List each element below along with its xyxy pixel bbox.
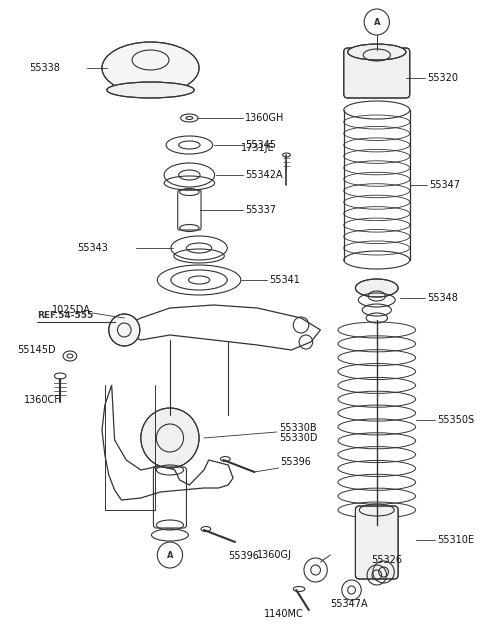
Ellipse shape	[355, 279, 398, 297]
Ellipse shape	[107, 82, 194, 98]
Text: 1360CF: 1360CF	[24, 395, 61, 405]
Text: 55330B: 55330B	[279, 423, 316, 433]
FancyBboxPatch shape	[344, 48, 410, 98]
Text: 55330D: 55330D	[279, 433, 317, 443]
Text: 55320: 55320	[427, 73, 458, 83]
Text: 55348: 55348	[427, 293, 458, 303]
Text: 55347A: 55347A	[330, 599, 368, 609]
Text: A: A	[373, 17, 380, 26]
Text: 55342A: 55342A	[245, 170, 282, 180]
Text: 55326: 55326	[371, 555, 402, 565]
Text: REF.54-555: REF.54-555	[37, 311, 93, 320]
Text: 55310E: 55310E	[437, 535, 474, 545]
Text: 1360GJ: 1360GJ	[257, 550, 292, 560]
Text: 1140MC: 1140MC	[264, 609, 304, 619]
Circle shape	[109, 314, 140, 346]
FancyBboxPatch shape	[355, 506, 398, 579]
Text: 55341: 55341	[269, 275, 300, 285]
Text: 1731JE: 1731JE	[241, 143, 275, 153]
Text: 55396: 55396	[228, 551, 259, 561]
Text: 55145D: 55145D	[17, 345, 56, 355]
Ellipse shape	[102, 42, 199, 94]
Text: A: A	[167, 550, 173, 559]
Text: 1360GH: 1360GH	[245, 113, 284, 123]
Text: 55396: 55396	[281, 457, 312, 467]
Text: 1025DA: 1025DA	[52, 305, 91, 315]
Text: 55337: 55337	[245, 205, 276, 215]
Text: 55350S: 55350S	[437, 415, 474, 425]
Ellipse shape	[348, 44, 406, 60]
Text: 55338: 55338	[29, 63, 60, 73]
Text: 55345: 55345	[245, 140, 276, 150]
Text: 55343: 55343	[78, 243, 108, 253]
Text: 55347: 55347	[429, 180, 460, 190]
Circle shape	[141, 408, 199, 468]
